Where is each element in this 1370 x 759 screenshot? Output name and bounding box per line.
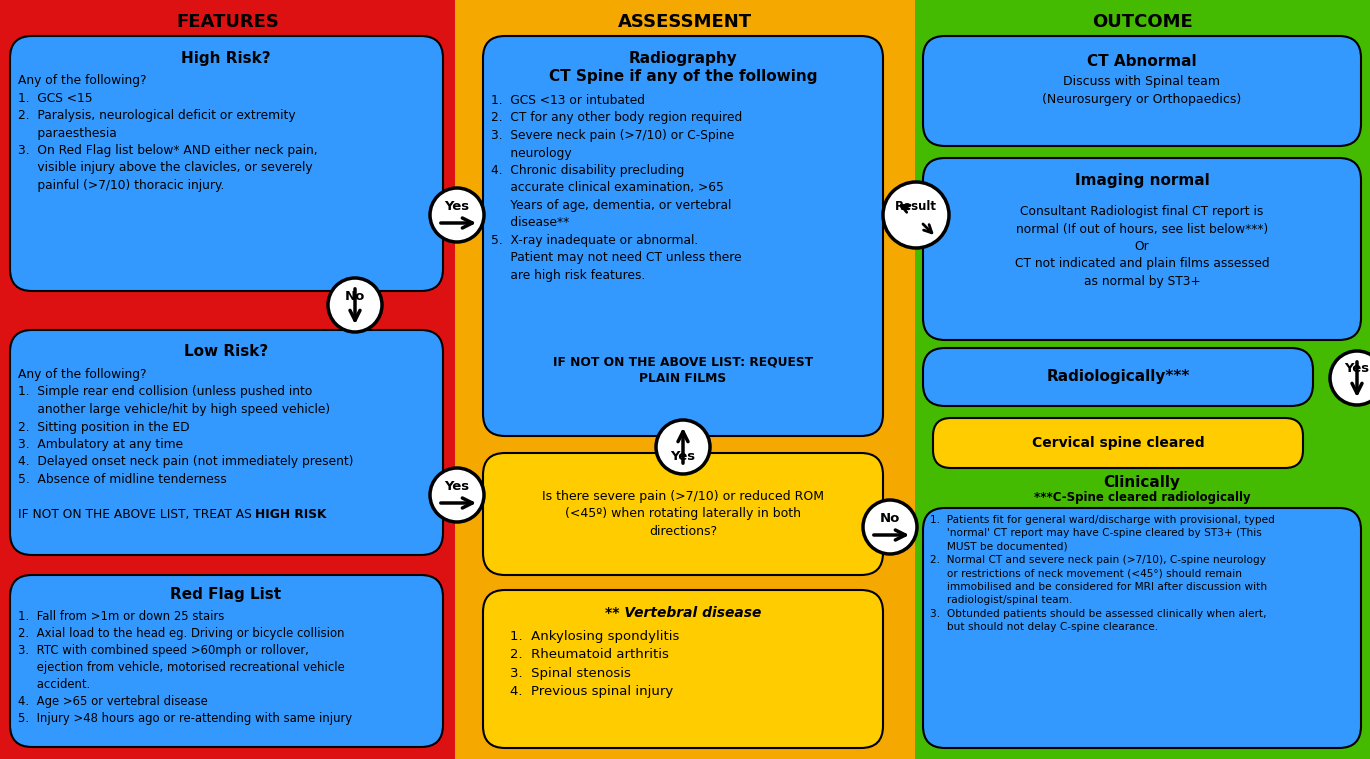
Text: Radiography: Radiography <box>629 51 737 65</box>
Text: FEATURES: FEATURES <box>177 13 279 31</box>
Text: No: No <box>345 289 366 303</box>
FancyBboxPatch shape <box>923 348 1312 406</box>
Text: Imaging normal: Imaging normal <box>1074 172 1210 187</box>
Text: Any of the following?
1.  Simple rear end collision (unless pushed into
     ano: Any of the following? 1. Simple rear end… <box>18 368 353 486</box>
FancyBboxPatch shape <box>484 36 884 436</box>
Text: Radiologically***: Radiologically*** <box>1047 370 1189 385</box>
Text: OUTCOME: OUTCOME <box>1093 13 1193 31</box>
Text: HIGH RISK: HIGH RISK <box>255 508 326 521</box>
Text: Red Flag List: Red Flag List <box>170 587 282 603</box>
Text: IF NOT ON THE ABOVE LIST, TREAT AS: IF NOT ON THE ABOVE LIST, TREAT AS <box>18 508 256 521</box>
Text: Is there severe pain (>7/10) or reduced ROM
(<45º) when rotating laterally in bo: Is there severe pain (>7/10) or reduced … <box>543 490 823 538</box>
Circle shape <box>1330 351 1370 405</box>
Text: High Risk?: High Risk? <box>181 51 271 65</box>
FancyBboxPatch shape <box>923 158 1360 340</box>
Text: Any of the following?
1.  GCS <15
2.  Paralysis, neurological deficit or extremi: Any of the following? 1. GCS <15 2. Para… <box>18 74 318 192</box>
Text: ** Vertebral disease: ** Vertebral disease <box>604 606 762 620</box>
FancyBboxPatch shape <box>484 590 884 748</box>
Text: Clinically: Clinically <box>1103 474 1181 490</box>
Text: Yes: Yes <box>444 200 470 213</box>
Text: 1.  Patients fit for general ward/discharge with provisional, typed
     'normal: 1. Patients fit for general ward/dischar… <box>930 515 1275 632</box>
FancyBboxPatch shape <box>10 330 443 555</box>
Text: Low Risk?: Low Risk? <box>184 345 269 360</box>
FancyBboxPatch shape <box>923 36 1360 146</box>
Bar <box>0 0 455 759</box>
Text: 1.  GCS <13 or intubated
2.  CT for any other body region required
3.  Severe ne: 1. GCS <13 or intubated 2. CT for any ot… <box>490 94 743 282</box>
FancyBboxPatch shape <box>933 418 1303 468</box>
FancyBboxPatch shape <box>10 36 443 291</box>
Text: ASSESSMENT: ASSESSMENT <box>618 13 752 31</box>
Circle shape <box>656 420 710 474</box>
FancyBboxPatch shape <box>10 575 443 747</box>
Bar <box>455 0 915 759</box>
Text: CT Spine if any of the following: CT Spine if any of the following <box>549 68 818 83</box>
Text: 1.  Ankylosing spondylitis
2.  Rheumatoid arthritis
3.  Spinal stenosis
4.  Prev: 1. Ankylosing spondylitis 2. Rheumatoid … <box>510 630 680 698</box>
Circle shape <box>863 500 917 554</box>
Text: ***C-Spine cleared radiologically: ***C-Spine cleared radiologically <box>1034 492 1251 505</box>
Circle shape <box>430 468 484 522</box>
FancyBboxPatch shape <box>484 453 884 575</box>
Text: CT Abnormal: CT Abnormal <box>1088 55 1197 70</box>
Text: No: No <box>880 512 900 524</box>
FancyBboxPatch shape <box>923 508 1360 748</box>
Text: Cervical spine cleared: Cervical spine cleared <box>1032 436 1204 450</box>
Text: Discuss with Spinal team
(Neurosurgery or Orthopaedics): Discuss with Spinal team (Neurosurgery o… <box>1043 74 1241 106</box>
Circle shape <box>884 182 949 248</box>
Text: Yes: Yes <box>1344 363 1370 376</box>
Circle shape <box>327 278 382 332</box>
Circle shape <box>430 188 484 242</box>
Text: Yes: Yes <box>670 449 696 462</box>
Text: IF NOT ON THE ABOVE LIST: REQUEST
PLAIN FILMS: IF NOT ON THE ABOVE LIST: REQUEST PLAIN … <box>553 355 812 385</box>
Text: Consultant Radiologist final CT report is
normal (If out of hours, see list belo: Consultant Radiologist final CT report i… <box>1015 205 1270 288</box>
Text: Yes: Yes <box>444 480 470 493</box>
Bar <box>915 0 1370 759</box>
Text: Result: Result <box>895 200 937 213</box>
Text: 1.  Fall from >1m or down 25 stairs
2.  Axial load to the head eg. Driving or bi: 1. Fall from >1m or down 25 stairs 2. Ax… <box>18 610 352 725</box>
